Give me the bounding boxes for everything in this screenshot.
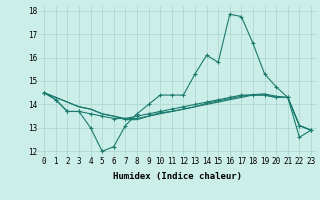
- X-axis label: Humidex (Indice chaleur): Humidex (Indice chaleur): [113, 172, 242, 181]
